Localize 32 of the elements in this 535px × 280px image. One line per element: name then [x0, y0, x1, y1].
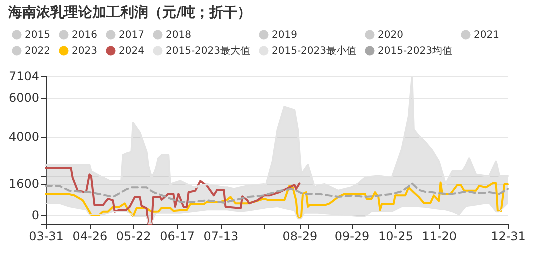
x-tick-label: 08-29	[282, 230, 318, 244]
y-tick-label: 1600	[8, 177, 40, 192]
x-tick-label: 12-31	[491, 230, 526, 244]
legend-label: 2015-2023最大值	[166, 45, 251, 57]
x-tick-label: 09-29	[334, 230, 370, 244]
x-tick-label: 03-31	[29, 230, 64, 244]
legend-label: 2015-2023均值	[378, 45, 453, 57]
legend-label: 2023	[72, 46, 98, 57]
legend-label: 2018	[166, 30, 192, 41]
y-tick-label: 6000	[8, 91, 40, 106]
y-tick-label: 7104	[8, 70, 40, 84]
line-series	[45, 182, 509, 204]
y-tick-label: 0	[32, 208, 40, 222]
line-series	[45, 182, 509, 220]
legend-label: 2019	[272, 30, 298, 41]
x-tick-label: 11-20	[422, 230, 458, 244]
legend-label: 2015-2023最小值	[272, 45, 357, 57]
x-tick-label: 06-17	[160, 230, 195, 244]
y-tick-label: 4000	[8, 130, 40, 144]
x-tick-label: 04-26	[72, 230, 108, 244]
x-tick-label: 05-22	[116, 230, 152, 244]
legend-label: 2016	[72, 30, 98, 41]
legend-label: 2021	[474, 30, 500, 41]
line-series	[45, 167, 301, 225]
legend-label: 2020	[378, 30, 404, 41]
chart-title: 海南浓乳理论加工利润（元/吨；折干）	[7, 4, 252, 21]
legend-label: 2015	[25, 30, 50, 41]
legend-label: 2024	[119, 46, 144, 57]
legend-label: 2022	[25, 46, 50, 57]
legend-label: 2017	[119, 30, 144, 41]
x-tick-label: 07-13	[204, 230, 239, 244]
x-tick-label: 10-25	[378, 230, 414, 244]
